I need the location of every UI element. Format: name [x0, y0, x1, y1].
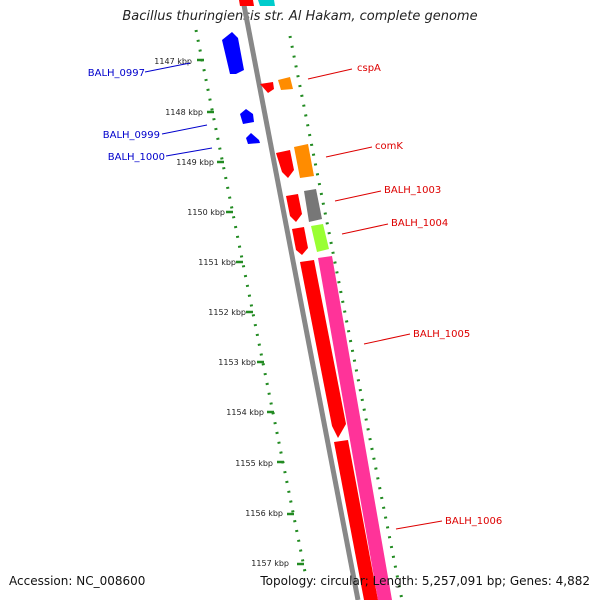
gene-BALH_0997-feature[interactable] — [222, 32, 244, 74]
ruler-tick-label: 1156 kbp — [245, 509, 283, 518]
top-red-feature — [239, 0, 254, 6]
ruler-tick-label: 1148 kbp — [165, 108, 203, 117]
gray-feature[interactable] — [304, 189, 322, 222]
genome-summary: Topology: circular; Length: 5,257,091 bp… — [260, 574, 590, 588]
gene-label[interactable]: BALH_0997 — [88, 68, 145, 79]
gene-BALH_1005-feature[interactable] — [300, 260, 346, 438]
orange-feature[interactable] — [278, 77, 293, 90]
gene-label[interactable]: BALH_1004 — [391, 218, 448, 229]
gene-label[interactable]: BALH_1000 — [108, 152, 165, 163]
ruler-right-dotted — [288, 35, 404, 600]
gene-BALH_1003-feature[interactable] — [286, 194, 302, 222]
ruler-tick-label: 1151 kbp — [198, 258, 236, 267]
ruler-tick-label: 1154 kbp — [226, 408, 264, 417]
genome-backbone — [240, 0, 361, 600]
ruler-tick-label: 1152 kbp — [208, 308, 246, 317]
ruler-tick-label: 1150 kbp — [187, 208, 225, 217]
ruler-tick-label: 1155 kbp — [235, 459, 273, 468]
ruler-major-ticks — [197, 58, 304, 566]
top-cyan-feature — [258, 0, 275, 6]
gene-label[interactable]: BALH_1006 — [445, 516, 502, 527]
ruler-tick-label: 1157 kbp — [251, 559, 289, 568]
ruler-tick-label: 1149 kbp — [176, 158, 214, 167]
gene-label[interactable]: comK — [375, 141, 403, 152]
magenta-feature[interactable] — [318, 256, 392, 600]
ruler-tick-label: 1153 kbp — [218, 358, 256, 367]
gene-label[interactable]: BALH_1003 — [384, 185, 441, 196]
gene-BALH_1000-feature[interactable] — [246, 133, 260, 144]
orange-feature-2[interactable] — [294, 144, 314, 178]
gene-label[interactable]: BALH_0999 — [103, 130, 160, 141]
gene-label[interactable]: BALH_1005 — [413, 329, 470, 340]
gene-BALH_1006-feature[interactable] — [334, 440, 378, 600]
map-title: Bacillus thuringiensis str. Al Hakam, co… — [122, 9, 478, 24]
gene-label[interactable]: cspA — [357, 63, 381, 74]
accession-label: Accession: NC_008600 — [9, 574, 146, 588]
gene-cspA-feature[interactable] — [260, 82, 274, 93]
gene-BALH_0999-feature[interactable] — [240, 109, 254, 124]
gene-BALH_1004-feature[interactable] — [292, 227, 308, 255]
gene-comK-feature[interactable] — [276, 150, 294, 178]
lime-feature[interactable] — [311, 224, 329, 252]
ruler-left-dotted — [194, 29, 307, 573]
ruler-tick-label: 1147 kbp — [154, 57, 192, 66]
